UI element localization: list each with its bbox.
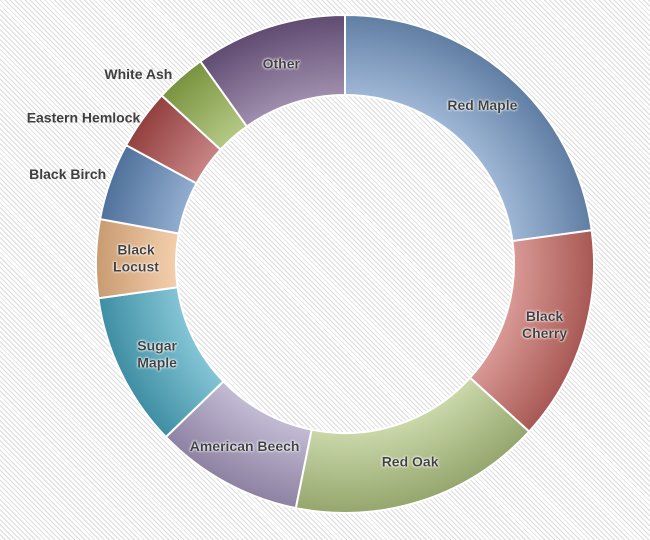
svg-text:Cherry: Cherry <box>522 325 567 341</box>
svg-text:American Beech: American Beech <box>190 438 300 454</box>
svg-text:Other: Other <box>263 56 301 72</box>
svg-text:Red Oak: Red Oak <box>382 453 439 469</box>
svg-text:Eastern Hemlock: Eastern Hemlock <box>27 109 141 125</box>
svg-text:Sugar: Sugar <box>137 338 177 354</box>
svg-text:Black: Black <box>117 242 155 258</box>
svg-text:Black: Black <box>526 308 564 324</box>
svg-text:Red Maple: Red Maple <box>447 97 517 113</box>
svg-text:White Ash: White Ash <box>104 66 172 82</box>
svg-text:Locust: Locust <box>113 259 159 275</box>
svg-text:Maple: Maple <box>137 355 177 371</box>
svg-text:Black Birch: Black Birch <box>29 166 106 182</box>
